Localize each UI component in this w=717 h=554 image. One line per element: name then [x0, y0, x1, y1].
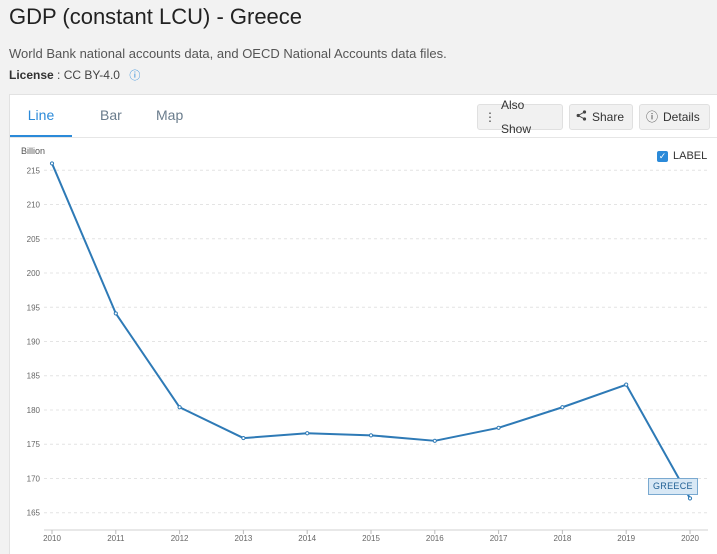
checkbox-checked-icon[interactable]: ✓ [657, 150, 668, 162]
x-axis: 2010 2011 2012 2013 2014 2015 2016 2017 2018 2019… [43, 529, 708, 543]
info-icon[interactable]: ⓘ [129, 70, 141, 82]
y-tick-label: 205 [27, 235, 41, 244]
label-toggle-text: LABEL [673, 150, 708, 162]
series-greece [49, 161, 693, 501]
y-tick-label: 180 [27, 406, 41, 415]
more-vertical-icon: ⋮ [484, 110, 496, 124]
license-value: : CC BY-4.0 [57, 68, 120, 82]
y-axis: 165 170 175 180 185 190 195 200 205 210 215 [27, 166, 41, 517]
y-tick-label: 175 [27, 440, 41, 449]
series-label-greece[interactable]: GREECE [648, 478, 698, 495]
data-point[interactable] [49, 161, 55, 166]
tabs-divider [10, 137, 717, 138]
series-line [51, 163, 691, 499]
x-tick-label: 2012 [171, 534, 189, 543]
also-show-button[interactable]: ⋮ Also Show [477, 98, 563, 136]
license-label: License [9, 68, 54, 82]
share-icon [576, 105, 587, 129]
x-tick-label: 2018 [554, 534, 572, 543]
source-text: World Bank national accounts data, and O… [9, 46, 447, 61]
x-tick-label: 2019 [617, 534, 635, 543]
data-point[interactable] [624, 382, 629, 387]
details-label: Details [663, 110, 700, 124]
data-point[interactable] [687, 496, 693, 501]
x-tick-label: 2014 [298, 534, 316, 543]
data-point[interactable] [496, 425, 501, 430]
y-tick-label: 165 [27, 509, 41, 518]
also-show-label: Also Show [501, 98, 532, 136]
page-title: GDP (constant LCU) - Greece [9, 4, 303, 29]
y-tick-label: 215 [27, 166, 41, 175]
x-tick-label: 2010 [43, 534, 61, 543]
data-point[interactable] [177, 405, 182, 410]
y-tick-label: 185 [27, 372, 41, 381]
tab-map[interactable]: Map [156, 107, 184, 123]
y-tick-label: 195 [27, 303, 41, 312]
data-point[interactable] [560, 405, 565, 410]
y-tick-label: 190 [27, 338, 41, 347]
share-label: Share [592, 110, 625, 124]
x-tick-label: 2015 [362, 534, 380, 543]
details-button[interactable]: ⓘ Details [639, 104, 710, 130]
y-tick-label: 200 [27, 269, 41, 278]
data-point[interactable] [305, 431, 310, 436]
data-point[interactable] [368, 433, 374, 438]
x-tick-label: 2017 [490, 534, 508, 543]
y-tick-label: 210 [27, 201, 41, 210]
y-tick-label: 170 [27, 474, 41, 483]
x-tick-label: 2020 [681, 534, 699, 543]
data-point[interactable] [432, 438, 437, 443]
grid [44, 169, 708, 514]
info-circle-icon: ⓘ [646, 110, 659, 124]
tab-bar[interactable]: Bar [100, 107, 122, 123]
license-row: License : CC BY-4.0 ⓘ [9, 67, 140, 83]
x-tick-label: 2013 [235, 534, 253, 543]
share-button[interactable]: Share [569, 104, 633, 130]
tab-line[interactable]: Line [10, 95, 72, 137]
data-point[interactable] [241, 435, 246, 441]
data-point[interactable] [113, 311, 118, 316]
x-tick-label: 2011 [107, 534, 125, 543]
x-tick-label: 2016 [426, 534, 444, 543]
label-toggle[interactable]: ✓ LABEL [657, 150, 707, 162]
y-axis-unit: Billion [21, 146, 46, 156]
